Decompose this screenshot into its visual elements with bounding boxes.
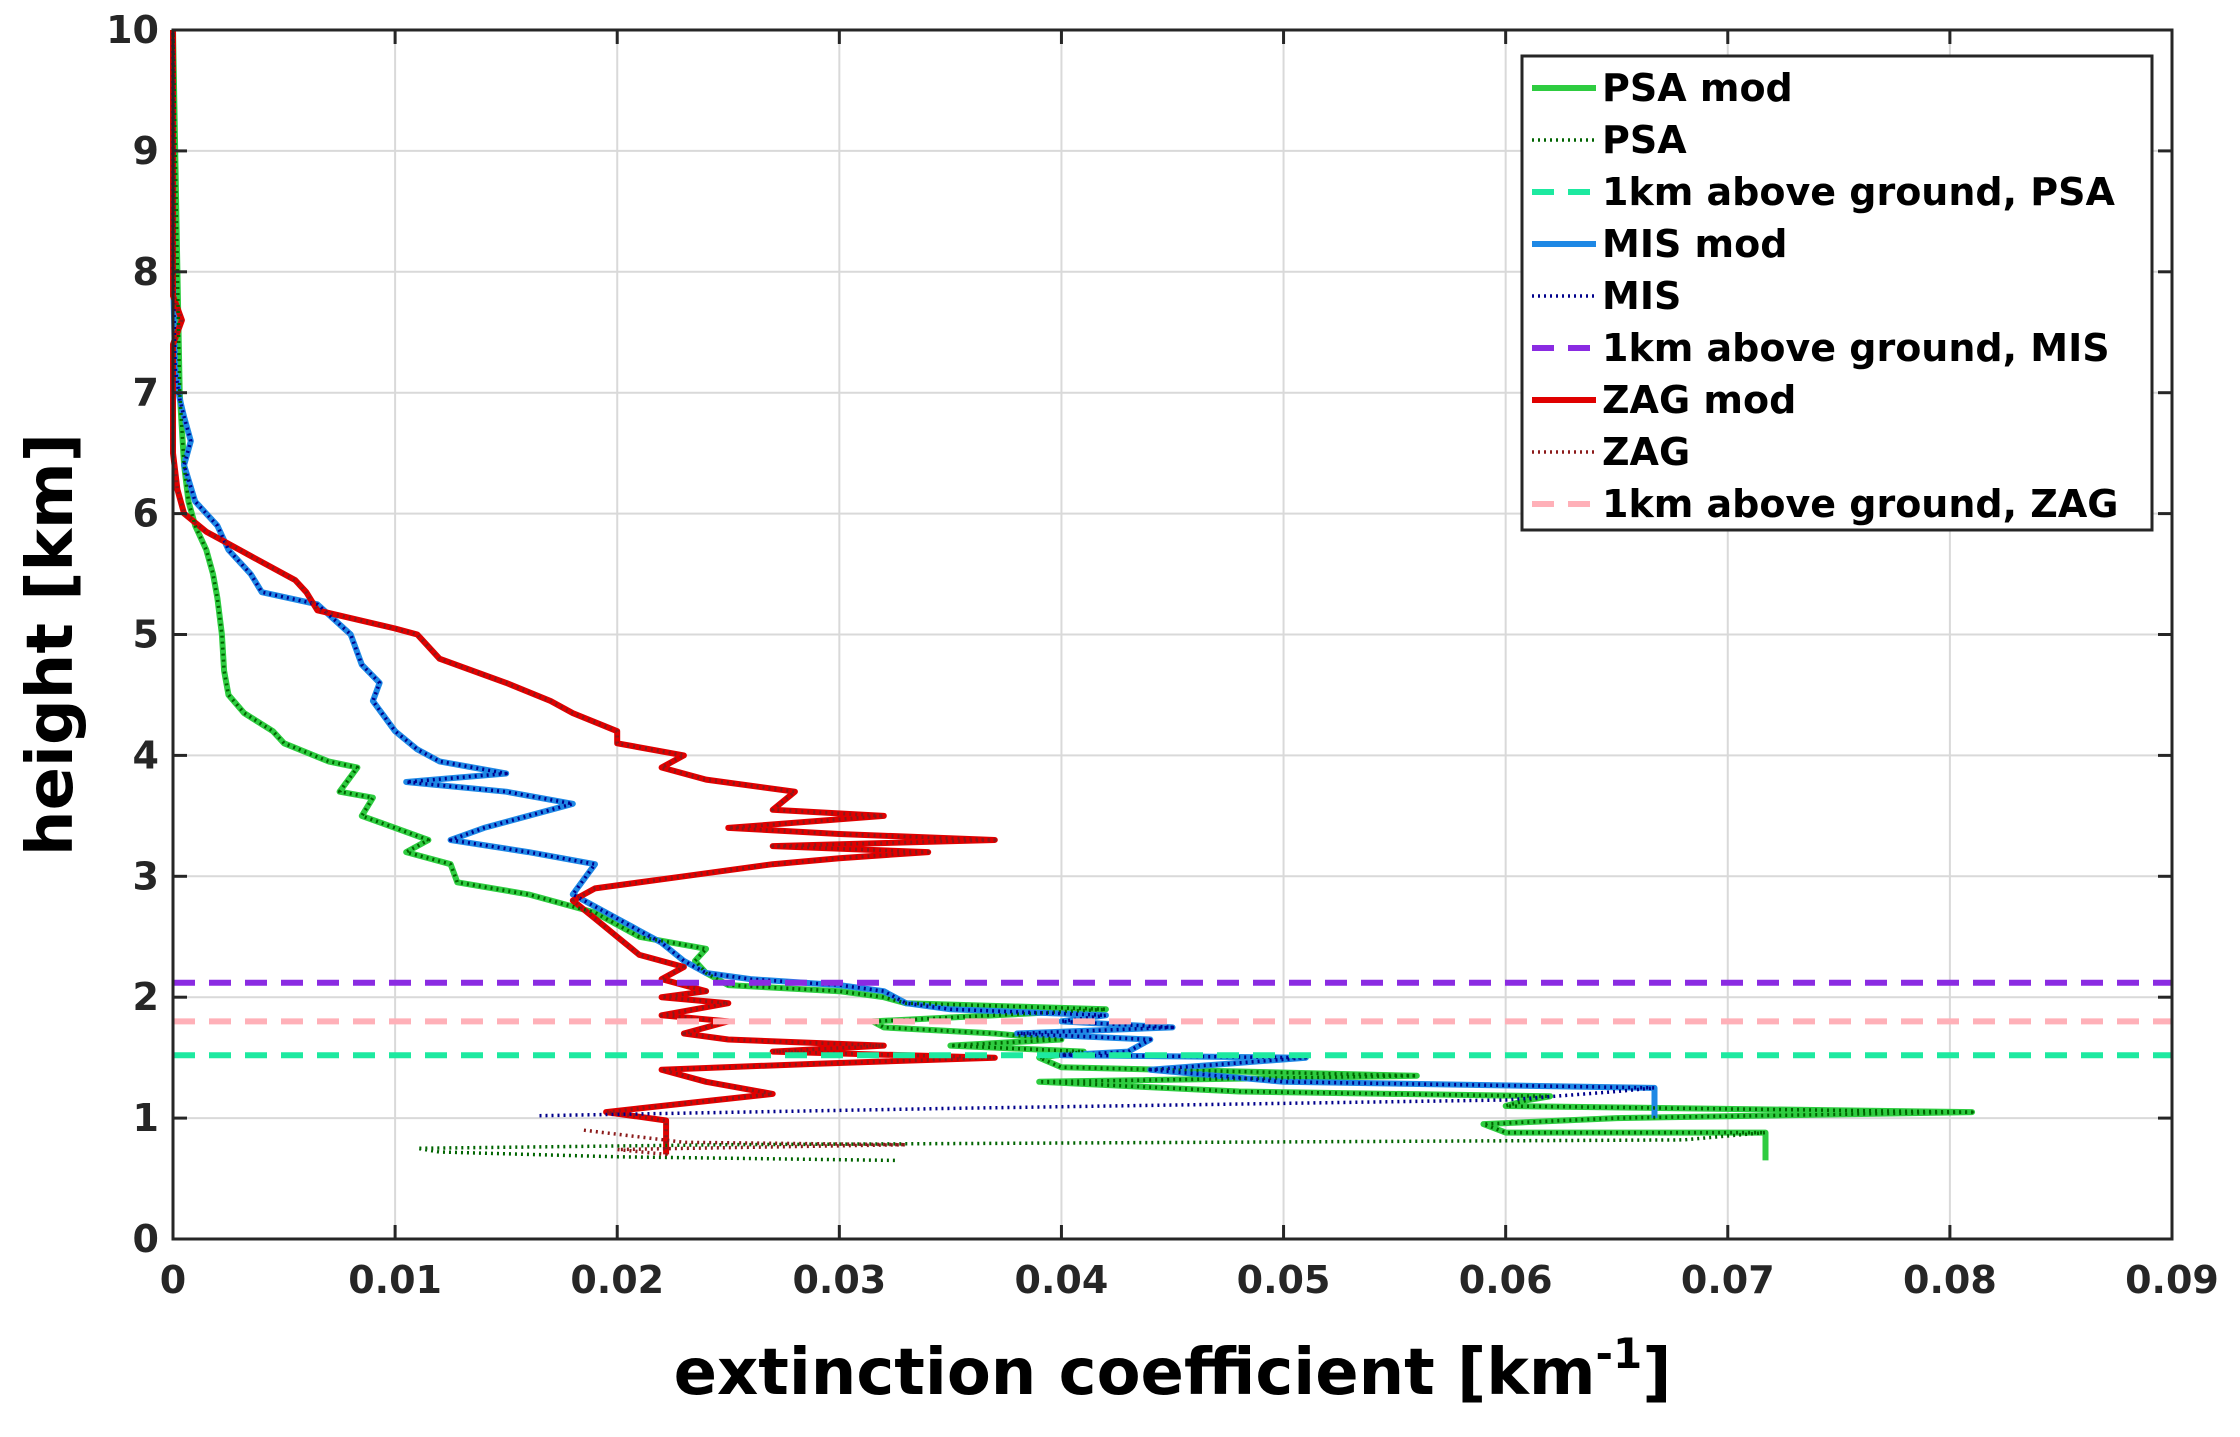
legend-label: ZAG mod [1602, 378, 1796, 422]
y-tick-label: 10 [106, 8, 159, 52]
x-tick-label: 0.02 [570, 1258, 664, 1302]
x-tick-label: 0.05 [1237, 1258, 1331, 1302]
series-zag-mod [170, 30, 998, 1155]
y-tick-label: 3 [133, 854, 159, 898]
x-tick-label: 0.09 [2125, 1258, 2219, 1302]
legend-box [1520, 54, 2154, 532]
y-tick-label: 0 [133, 1217, 159, 1261]
legend-label: PSA [1602, 118, 1687, 162]
x-axis-title-end: ] [1642, 1336, 1671, 1410]
series-psa-mod [170, 29, 1976, 1161]
legend-label: MIS mod [1602, 222, 1787, 266]
x-axis-title-superscript: -1 [1596, 1329, 1643, 1378]
legend: PSA mod PSA 1km above ground, PSA MIS mod MI… [1520, 54, 2154, 532]
legend-label: 1km above ground, MIS [1602, 326, 2110, 370]
series-psa [171, 29, 1974, 1163]
legend-label: 1km above ground, ZAG [1602, 482, 2118, 526]
y-tick-label: 5 [133, 613, 159, 657]
x-tick-label: 0.08 [1903, 1258, 1997, 1302]
series-zag [171, 30, 997, 1157]
x-tick-label: 0.06 [1459, 1258, 1553, 1302]
y-tick-label: 1 [133, 1096, 159, 1140]
y-tick-label: 9 [133, 129, 159, 173]
x-tick-label: 0.03 [792, 1258, 886, 1302]
legend-label: 1km above ground, PSA [1602, 170, 2115, 214]
x-axis-title: extinction coefficient [km-1] [674, 1329, 1672, 1410]
x-tick-label: 0.07 [1681, 1258, 1775, 1302]
x-tick-label: 0.01 [348, 1258, 442, 1302]
legend-label: PSA mod [1602, 66, 1793, 110]
y-tick-label: 8 [133, 250, 159, 294]
y-tick-label: 7 [133, 371, 159, 415]
x-tick-label: 0.04 [1015, 1258, 1109, 1302]
y-tick-label: 2 [133, 975, 159, 1019]
y-tick-label: 4 [133, 733, 159, 777]
y-tick-label: 6 [133, 492, 159, 536]
y-axis-title: height [km] [14, 433, 88, 856]
x-axis-title-text: extinction coefficient [km [674, 1336, 1596, 1410]
legend-label: ZAG [1602, 430, 1690, 474]
tick-layer: 0 0.01 0.02 0.03 0.04 0.05 0.06 0.07 0.08 0.09 0 1 2… [106, 8, 2219, 1302]
x-tick-label: 0 [160, 1258, 186, 1302]
series-layer [170, 29, 2172, 1163]
legend-label: MIS [1602, 274, 1681, 318]
